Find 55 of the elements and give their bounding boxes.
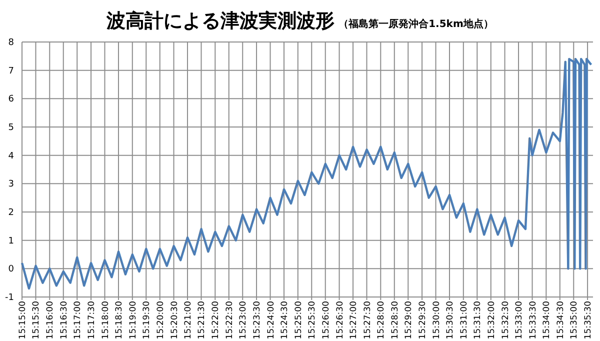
x-tick-label: 15:15:00 bbox=[18, 301, 28, 340]
x-tick-label: 15:25:30 bbox=[308, 301, 318, 340]
line-series bbox=[20, 58, 592, 290]
y-tick-label: 4 bbox=[8, 151, 14, 162]
x-tick-label: 15:27:00 bbox=[349, 301, 360, 340]
x-tick-label: 15:29:30 bbox=[418, 301, 428, 340]
chart-title: 波高計による津波実測波形 bbox=[106, 10, 335, 32]
x-tick-label: 15:15:30 bbox=[32, 301, 42, 340]
x-tick-label: 15:31:30 bbox=[473, 301, 484, 340]
x-tick-label: 15:33:00 bbox=[514, 301, 525, 340]
x-tick-label: 15:28:30 bbox=[390, 301, 400, 340]
y-tick-label: 5 bbox=[8, 123, 14, 133]
x-tick-label: 15:18:00 bbox=[100, 301, 111, 340]
y-tick-label: 0 bbox=[8, 264, 14, 275]
y-tick-label: 7 bbox=[8, 66, 14, 76]
x-tick-label: 15:19:00 bbox=[128, 301, 138, 340]
x-tick-label: 15:28:00 bbox=[376, 301, 387, 340]
x-tick-label: 15:17:30 bbox=[87, 301, 98, 340]
y-tick-label: 2 bbox=[8, 208, 14, 218]
x-tick-label: 15:20:00 bbox=[156, 301, 166, 340]
x-tick-label: 15:26:00 bbox=[321, 301, 332, 340]
chart-subtitle: （福島第一原発沖合1.5km地点） bbox=[338, 18, 494, 30]
x-tick-label: 15:19:30 bbox=[142, 301, 152, 340]
x-tick-label: 15:35:00 bbox=[570, 301, 580, 340]
x-tick-label: 15:23:30 bbox=[252, 301, 263, 340]
x-tick-label: 15:32:00 bbox=[486, 301, 497, 340]
x-tick-label: 15:27:30 bbox=[362, 301, 373, 340]
x-tick-label: 15:16:30 bbox=[59, 301, 70, 340]
x-tick-label: 15:21:30 bbox=[197, 301, 208, 340]
y-tick-label: 3 bbox=[8, 180, 14, 190]
x-tick-label: 15:29:00 bbox=[404, 301, 414, 340]
x-tick-label: 15:30:30 bbox=[446, 301, 456, 340]
x-tick-label: 15:25:00 bbox=[294, 301, 304, 340]
x-tick-label: 15:20:30 bbox=[170, 301, 180, 340]
x-tick-label: 15:34:00 bbox=[542, 301, 552, 340]
x-tick-label: 15:30:00 bbox=[432, 301, 442, 340]
x-tick-label: 15:24:00 bbox=[266, 301, 276, 340]
y-tick-label: 1 bbox=[8, 236, 14, 246]
x-tick-label: 15:26:30 bbox=[335, 301, 346, 340]
y-tick-label: 6 bbox=[8, 94, 14, 105]
x-tick-label: 15:31:00 bbox=[459, 301, 470, 340]
x-tick-label: 15:22:30 bbox=[224, 301, 235, 340]
x-tick-label: 15:22:00 bbox=[211, 301, 222, 340]
y-tick-label: 8 bbox=[8, 38, 14, 48]
x-tick-label: 15:18:30 bbox=[114, 301, 124, 340]
y-tick-label: -1 bbox=[5, 293, 14, 303]
x-tick-label: 15:33:30 bbox=[528, 301, 538, 340]
x-tick-label: 15:35:30 bbox=[584, 301, 594, 340]
x-tick-label: 15:24:30 bbox=[280, 301, 290, 340]
x-tick-label: 15:16:00 bbox=[46, 301, 56, 340]
x-tick-label: 15:23:00 bbox=[238, 301, 249, 340]
x-tick-label: 15:21:00 bbox=[184, 301, 194, 340]
x-tick-label: 15:32:30 bbox=[500, 301, 511, 340]
x-tick-label: 15:34:30 bbox=[556, 301, 566, 340]
x-tick-label: 15:17:00 bbox=[73, 301, 84, 340]
